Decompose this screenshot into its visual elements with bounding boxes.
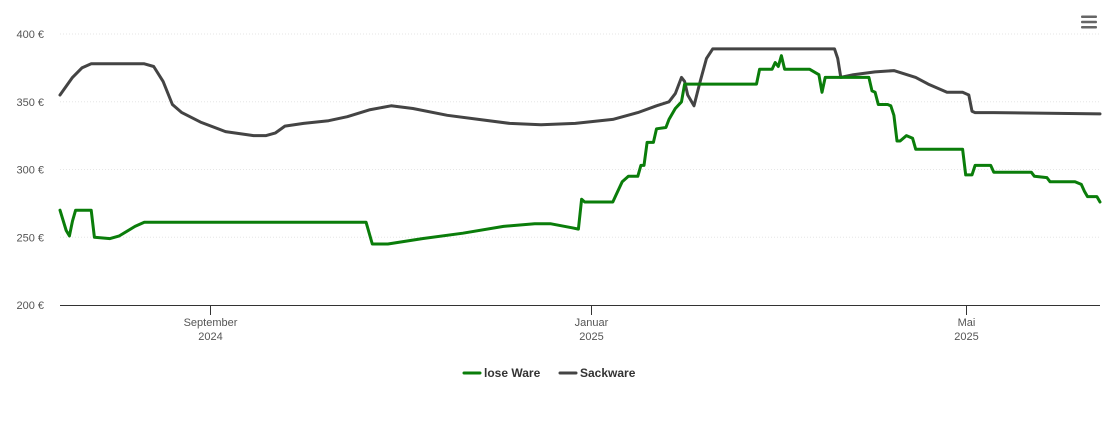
y-tick-label: 200 € (16, 300, 44, 312)
x-tick-label: Mai (958, 317, 976, 329)
y-tick-label: 300 € (16, 165, 44, 177)
x-tick-label: September (184, 317, 238, 329)
legend-label: Sackware (580, 366, 636, 380)
x-tick-label-year: 2025 (954, 331, 978, 343)
y-axis-labels: 200 € 250 € 300 € 350 € 400 € (16, 29, 44, 312)
x-tick-label-year: 2024 (198, 331, 222, 343)
grid (60, 33, 1100, 238)
legend-label: lose Ware (484, 366, 541, 380)
chart-menu-button[interactable] (1079, 14, 1099, 30)
legend-item-sackware[interactable]: Sackware (558, 366, 636, 380)
y-tick-label: 250 € (16, 232, 44, 244)
y-tick-label: 400 € (16, 29, 44, 41)
x-tick-label: Januar (575, 317, 609, 329)
series-line-lose-ware[interactable] (58, 54, 1102, 246)
x-axis: September 2024 Januar 2025 Mai 2025 (60, 305, 1100, 343)
x-tick-label-year: 2025 (579, 331, 603, 343)
y-tick-label: 350 € (16, 97, 44, 109)
hamburger-menu-icon (1081, 15, 1097, 29)
legend-item-lose-ware[interactable]: lose Ware (462, 366, 541, 380)
series-line-sackware[interactable] (58, 47, 1102, 138)
series-lines (58, 47, 1102, 246)
legend: lose Ware Sackware (462, 366, 636, 380)
